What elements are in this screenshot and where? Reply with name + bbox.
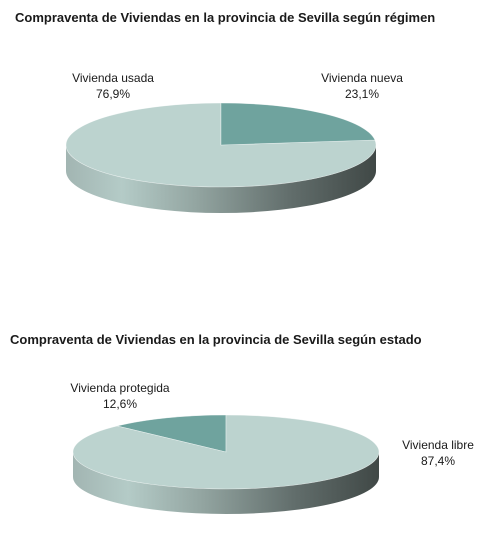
slice-label-name: Vivienda usada <box>72 71 154 85</box>
pie-chart-estado: Vivienda protegida 12,6% Vivienda libre 87,… <box>70 381 474 514</box>
slice-label: Vivienda usada 76,9% <box>72 71 154 101</box>
slice-label-name: Vivienda libre <box>402 438 474 452</box>
slice-label-value: 76,9% <box>96 87 130 101</box>
pie-side-wall <box>66 145 376 213</box>
slice-label-value: 23,1% <box>345 87 379 101</box>
chart-title: Compraventa de Viviendas en la provincia… <box>10 332 422 347</box>
slice-label-value: 12,6% <box>103 397 137 411</box>
slice-label-value: 87,4% <box>421 454 455 468</box>
slice-label-name: Vivienda nueva <box>321 71 403 85</box>
slice-label: Vivienda protegida 12,6% <box>70 381 170 411</box>
chart-estado: Compraventa de Viviendas en la provincia… <box>0 320 488 549</box>
pie-slice-vivienda-libre <box>72 414 380 490</box>
pie-chart-regimen: Vivienda usada 76,9% Vivienda nueva 23,1% <box>65 71 403 213</box>
chart-title: Compraventa de Viviendas en la provincia… <box>15 10 436 25</box>
pie-slice-vivienda-usada <box>65 102 377 188</box>
chart-regimen: Compraventa de Viviendas en la provincia… <box>15 10 436 213</box>
pie-side-wall <box>73 452 379 514</box>
slice-label: Vivienda libre 87,4% <box>402 438 474 468</box>
slice-label-name: Vivienda protegida <box>70 381 170 395</box>
pie-slice-vivienda-protegida <box>117 414 227 453</box>
pie-slice-vivienda-nueva <box>220 102 376 146</box>
slice-label: Vivienda nueva 23,1% <box>321 71 403 101</box>
